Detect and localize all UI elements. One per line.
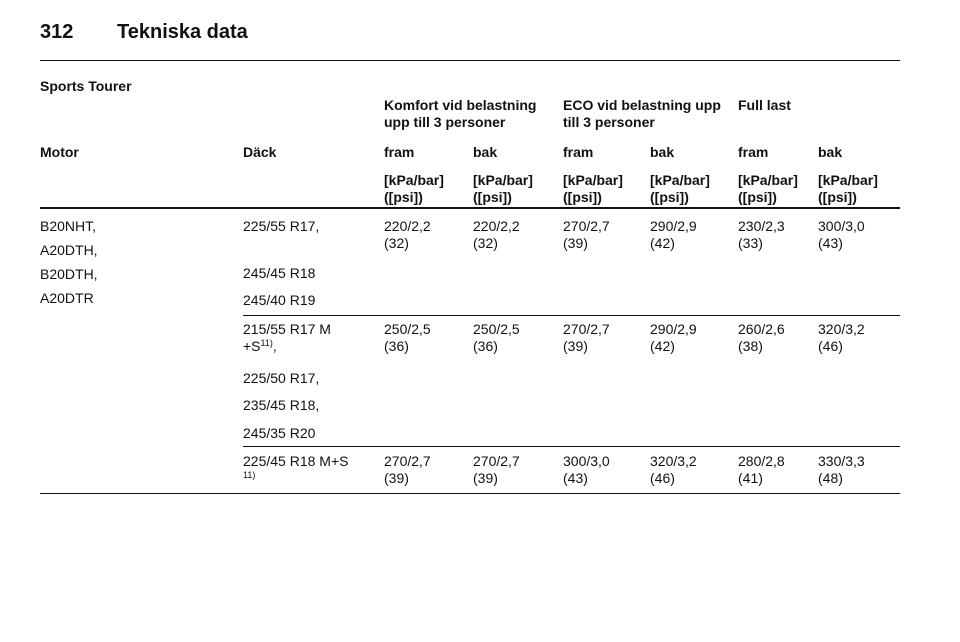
tire: 215/55 R17 M +S11), [243, 321, 331, 355]
pressure-value: 330/3,3 [818, 453, 865, 469]
pressure-value: 270/2,7 [384, 453, 431, 469]
rule [40, 60, 900, 61]
tire-text: 225/55 R17, [243, 218, 320, 234]
pressure-value: (32) [473, 235, 498, 251]
pressure-value: (32) [384, 235, 409, 251]
pressure-value: (39) [384, 470, 409, 486]
column-header: Motor [40, 144, 79, 160]
unit: ([psi]) [473, 189, 512, 205]
pressure-value: (39) [563, 235, 588, 251]
motor: B20DTH, [40, 266, 98, 282]
column-header: Däck [243, 144, 277, 160]
pressure-value: (36) [384, 338, 409, 354]
unit: ([psi]) [650, 189, 689, 205]
page-title: Tekniska data [117, 21, 248, 43]
group-header: till 3 personer [563, 114, 655, 130]
motor: A20DTH, [40, 242, 98, 258]
motor: A20DTR [40, 290, 94, 306]
rule [243, 315, 900, 316]
pressure-value: (42) [650, 338, 675, 354]
pressure-value: (38) [738, 338, 763, 354]
column-header: bak [473, 144, 498, 160]
pressure-value: (48) [818, 470, 843, 486]
pressure-value: (39) [473, 470, 498, 486]
pressure-value: (36) [473, 338, 498, 354]
page-number: 312 [40, 21, 74, 43]
tire-text: 245/35 R20 [243, 425, 316, 441]
column-header: bak [818, 144, 843, 160]
tire-text: +S [243, 338, 261, 354]
pressure-value: (46) [650, 470, 675, 486]
pressure-value: 250/2,5 [473, 321, 520, 337]
unit: ([psi]) [384, 189, 423, 205]
tire: 225/55 R17, [243, 218, 319, 235]
tire-text: 215/55 R17 M [243, 321, 331, 337]
pressure-value: 220/2,2 [473, 218, 520, 234]
pressure-value: (46) [818, 338, 843, 354]
tire: 245/40 R19 [243, 292, 315, 309]
pressure-value: 270/2,7 [563, 218, 610, 234]
pressure-value: 270/2,7 [473, 453, 520, 469]
section-title: Sports Tourer [40, 78, 132, 94]
group-header: Komfort vid belastning [384, 97, 537, 113]
tire: 245/45 R18 [243, 265, 315, 282]
column-header: fram [563, 144, 594, 160]
tire-text: 225/45 R18 M+S [243, 453, 349, 469]
tire: 245/35 R20 [243, 425, 315, 442]
tire-text: , [272, 338, 277, 354]
pressure-value: 260/2,6 [738, 321, 785, 337]
tire-text: 245/45 R18 [243, 265, 316, 281]
unit: [kPa/bar] [563, 172, 623, 188]
rule [40, 493, 900, 494]
column-header: fram [384, 144, 415, 160]
unit: [kPa/bar] [738, 172, 798, 188]
unit: [kPa/bar] [384, 172, 444, 188]
pressure-value: 280/2,8 [738, 453, 785, 469]
pressure-value: 300/3,0 [563, 453, 610, 469]
footnote-ref: 11) [243, 470, 256, 480]
footnote-ref: 11) [260, 338, 273, 348]
motor: B20NHT, [40, 218, 97, 234]
pressure-value: 250/2,5 [384, 321, 431, 337]
unit: ([psi]) [818, 189, 857, 205]
pressure-value: 320/3,2 [650, 453, 697, 469]
pressure-value: 290/2,9 [650, 218, 697, 234]
pressure-value: 300/3,0 [818, 218, 865, 234]
unit: ([psi]) [563, 189, 602, 205]
pressure-value: 230/2,3 [738, 218, 785, 234]
group-header: ECO vid belastning upp [563, 97, 721, 113]
pressure-value: (43) [563, 470, 588, 486]
tire: 225/45 R18 M+S 11) [243, 453, 348, 487]
unit: [kPa/bar] [473, 172, 533, 188]
pressure-value: (39) [563, 338, 588, 354]
pressure-value: (42) [650, 235, 675, 251]
pressure-value: 220/2,2 [384, 218, 431, 234]
column-header: fram [738, 144, 769, 160]
unit: [kPa/bar] [818, 172, 878, 188]
tire-text: 245/40 R19 [243, 292, 316, 308]
pressure-value: (41) [738, 470, 763, 486]
tire: 225/50 R17, [243, 370, 319, 387]
tire-text: 225/50 R17, [243, 370, 320, 386]
group-header: Full last [738, 97, 791, 113]
tire: 235/45 R18, [243, 397, 319, 414]
pressure-value: 270/2,7 [563, 321, 610, 337]
rule [243, 446, 900, 447]
pressure-value: 290/2,9 [650, 321, 697, 337]
pressure-value: (43) [818, 235, 843, 251]
column-header: bak [650, 144, 675, 160]
pressure-value: (33) [738, 235, 763, 251]
unit: [kPa/bar] [650, 172, 710, 188]
group-header: upp till 3 personer [384, 114, 506, 130]
rule [40, 207, 900, 209]
pressure-value: 320/3,2 [818, 321, 865, 337]
tire-text: 235/45 R18, [243, 397, 320, 413]
unit: ([psi]) [738, 189, 777, 205]
